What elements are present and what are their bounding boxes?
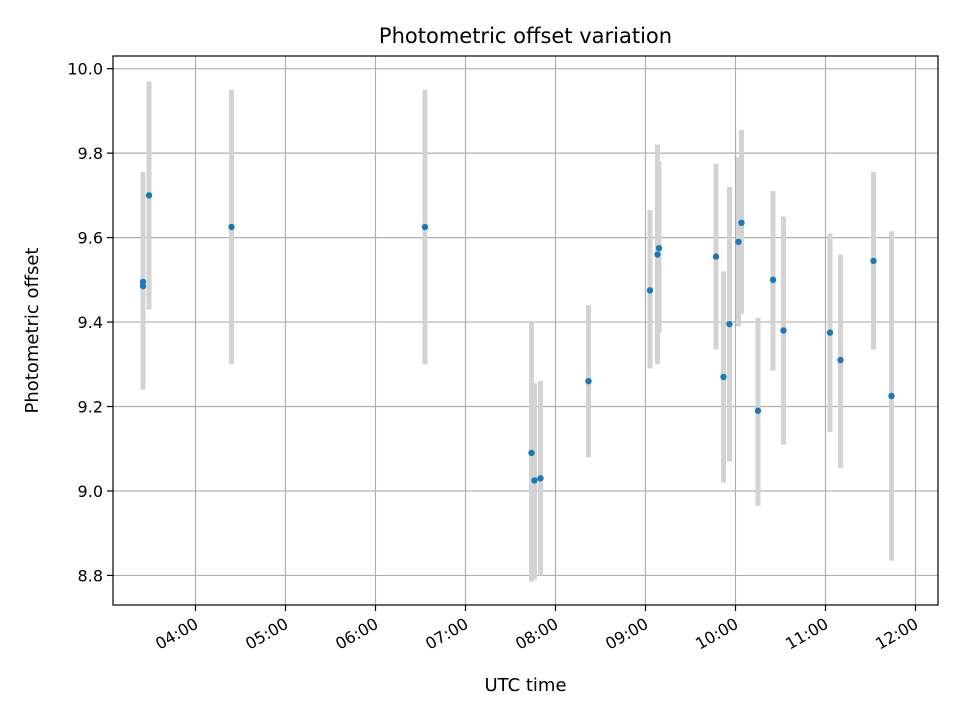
data-point	[531, 477, 538, 484]
y-tick-label: 9.2	[78, 398, 103, 417]
x-tick-label: 09:00	[602, 614, 651, 654]
data-point	[780, 327, 787, 334]
data-points	[139, 192, 895, 484]
data-point	[837, 356, 844, 364]
y-tick-label: 9.8	[78, 144, 103, 163]
y-axis-ticks: 8.8 9.0 9.2 9.4 9.6 9.8 10.0	[67, 60, 113, 585]
data-point	[726, 320, 733, 328]
grid-lines	[113, 56, 938, 605]
data-point	[585, 377, 592, 385]
y-tick-label: 9.0	[78, 482, 103, 501]
x-axis-ticks: 04:00 05:00 06:00 07:00 08:00 09:00 10:00 11:00…	[152, 605, 922, 654]
data-point	[720, 373, 727, 381]
x-tick-label: 07:00	[422, 614, 471, 654]
x-tick-label: 08:00	[512, 614, 561, 654]
y-tick-label: 8.8	[78, 566, 103, 585]
data-point	[712, 253, 720, 260]
data-point	[826, 329, 834, 336]
x-tick-label: 11:00	[782, 614, 831, 654]
data-point	[888, 392, 895, 400]
y-axis-label: Photometric offset	[22, 248, 43, 414]
plot-background	[113, 56, 938, 605]
data-point	[754, 407, 762, 414]
data-point	[655, 244, 663, 252]
data-point	[421, 223, 429, 231]
x-tick-label: 04:00	[152, 614, 201, 654]
x-tick-label: 12:00	[872, 614, 921, 654]
data-point	[139, 278, 147, 286]
x-tick-label: 10:00	[692, 614, 741, 654]
data-point	[870, 257, 877, 265]
data-point	[735, 238, 742, 246]
y-tick-label: 9.6	[78, 229, 103, 248]
plot-area	[112, 55, 939, 606]
data-point	[654, 251, 661, 258]
x-tick-label: 06:00	[332, 614, 381, 654]
data-point	[769, 276, 777, 284]
y-tick-label: 10.0	[67, 60, 103, 79]
x-tick-label: 05:00	[242, 614, 291, 654]
data-point	[537, 475, 544, 482]
x-axis-label: UTC time	[484, 675, 566, 696]
data-point	[646, 287, 654, 294]
data-point	[145, 192, 153, 199]
chart-title: Photometric offset variation	[379, 24, 672, 48]
data-point	[528, 449, 535, 457]
y-tick-label: 9.4	[78, 313, 103, 332]
data-point	[228, 223, 235, 231]
plot-frame	[112, 55, 939, 606]
data-point	[738, 219, 745, 227]
